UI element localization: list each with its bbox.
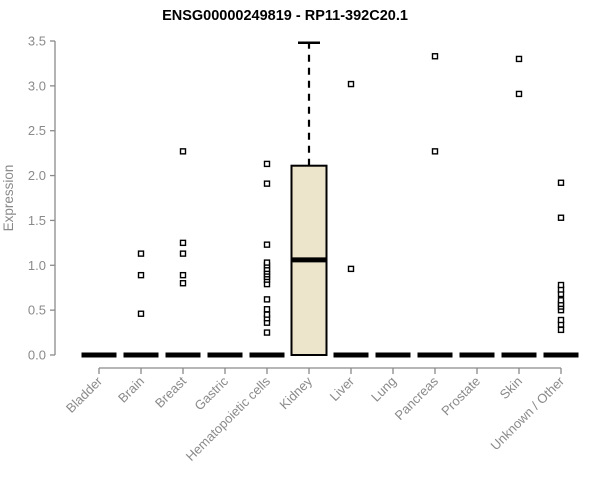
- y-tick-label: 0.5: [28, 303, 46, 318]
- outlier-point: [263, 306, 271, 313]
- outlier-point: [557, 214, 565, 221]
- outlier-point: [515, 55, 523, 63]
- y-tick-label: 1.0: [28, 258, 46, 273]
- outlier-point: [557, 281, 565, 289]
- outlier-point: [431, 148, 439, 155]
- outlier-point: [263, 241, 271, 248]
- box-group: [543, 179, 579, 358]
- x-tick-label: Kidney: [276, 373, 315, 412]
- x-tick-label: Gastric: [191, 373, 231, 413]
- x-tick-label: Unknown / Other: [488, 373, 568, 453]
- x-tick-label: Pancreas: [392, 373, 442, 423]
- outlier-point: [179, 271, 187, 279]
- box-group: [417, 53, 453, 358]
- box-group: [290, 41, 328, 356]
- box-group: [249, 160, 285, 358]
- box-group: [501, 55, 537, 358]
- y-tick-label: 3.0: [28, 78, 46, 93]
- outlier-point: [137, 310, 145, 317]
- outlier-point: [347, 265, 355, 273]
- y-tick-label: 2.0: [28, 168, 46, 183]
- outlier-point: [515, 90, 523, 98]
- outlier-point: [431, 53, 439, 60]
- outlier-point: [557, 297, 565, 304]
- x-tick-label: Prostate: [438, 374, 483, 419]
- outlier-point: [263, 311, 271, 318]
- outlier-point: [557, 316, 565, 324]
- x-tick-label: Brain: [115, 374, 147, 406]
- outlier-point: [179, 148, 187, 155]
- x-tick-label: Skin: [497, 374, 525, 402]
- outlier-point: [137, 250, 145, 257]
- outlier-point: [557, 179, 565, 186]
- outlier-point: [179, 239, 187, 247]
- y-tick-label: 1.5: [28, 213, 46, 228]
- y-tick-label: 2.5: [28, 123, 46, 138]
- boxes-layer: [81, 41, 579, 358]
- x-tick-label: Bladder: [63, 373, 106, 416]
- outlier-point: [263, 160, 271, 168]
- box-group: [123, 250, 159, 358]
- y-tick-label: 0.0: [28, 348, 46, 363]
- chart-title: ENSG00000249819 - RP11-392C20.1: [162, 8, 408, 24]
- x-tick-label: Breast: [152, 373, 189, 410]
- box-group: [165, 148, 201, 358]
- y-axis-title: Expression: [1, 165, 16, 232]
- x-tick-label: Lung: [368, 374, 399, 405]
- outlier-point: [347, 80, 355, 88]
- outlier-point: [263, 296, 271, 303]
- y-tick-label: 3.5: [28, 34, 46, 49]
- outlier-point: [263, 180, 271, 187]
- x-tick-label: Liver: [327, 373, 358, 404]
- outlier-point: [179, 250, 187, 257]
- box-group: [333, 80, 369, 358]
- outlier-point: [179, 280, 187, 287]
- outlier-point: [557, 326, 565, 334]
- outlier-point: [263, 329, 271, 336]
- outlier-point: [137, 271, 145, 279]
- outlier-point: [263, 259, 271, 266]
